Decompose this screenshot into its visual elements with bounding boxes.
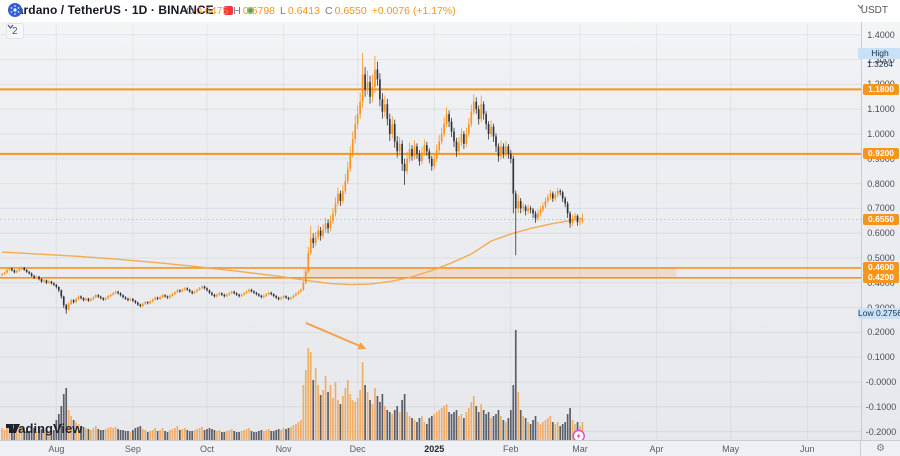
gear-icon[interactable]: ⚙ — [876, 443, 885, 454]
low-price-badge: Low 0.2756 — [858, 308, 900, 320]
time-axis-label: Aug — [48, 444, 65, 454]
low-label: L — [280, 5, 286, 17]
time-axis-label: Sep — [124, 444, 141, 454]
price-grid-label: -0.0000 — [865, 377, 897, 387]
time-axis-label: Nov — [275, 444, 292, 454]
current-price-badge[interactable]: 0.6550 — [863, 214, 899, 226]
trend-arrow-drawing[interactable] — [305, 322, 367, 350]
time-axis-label: Oct — [199, 444, 214, 454]
grid — [0, 24, 861, 441]
price-grid-label: -0.2000 — [865, 426, 897, 437]
lightning-icon — [576, 432, 581, 440]
change-value: +0.0076 (+1.17%) — [371, 5, 456, 17]
price-grid-label: 0.1000 — [867, 352, 895, 363]
open-label: O — [186, 5, 195, 17]
cardano-logo-icon — [8, 3, 22, 17]
price-grid-label: 0.2000 — [867, 327, 895, 338]
candlestick-series — [1, 53, 584, 314]
price-grid-label: 1.1000 — [867, 104, 895, 115]
chevron-down-icon — [857, 4, 864, 9]
tradingview-logo-text: TradingView — [6, 421, 83, 436]
tradingview-attribution[interactable]: TradingView — [6, 421, 82, 436]
market-status-icon[interactable] — [223, 5, 233, 15]
chart-header: Cardano / TetherUS · 1D · BINANCE O 0.647… — [0, 0, 900, 22]
price-grid-label: 0.3000 — [862, 303, 900, 313]
price-grid-label: 1.0000 — [867, 129, 895, 139]
time-axis-label: Mar — [572, 444, 588, 454]
data-connection-icon[interactable] — [246, 6, 254, 14]
price-grid-label: 1.3000 — [862, 55, 900, 65]
time-axis[interactable]: Aug Sep Oct Nov Dec 2025 Feb Mar Apr May Jun — [0, 440, 900, 456]
price-grid-label: 0.5000 — [867, 253, 895, 263]
high-value: 0.6798 — [242, 5, 276, 17]
tradingview-logo-icon — [6, 424, 20, 433]
currency-label: USDT — [860, 5, 888, 16]
close-label: C — [324, 5, 333, 17]
chevron-down-icon — [7, 24, 14, 29]
price-level-badge[interactable]: 0.4200 — [863, 272, 899, 284]
high-label: H — [233, 5, 241, 17]
low-value: 0.6413 — [287, 5, 320, 17]
time-axis-label: May — [722, 444, 740, 454]
supply-zone-rect[interactable] — [303, 267, 677, 278]
time-axis-label: 2025 — [424, 444, 445, 454]
close-value: 0.6550 — [334, 5, 367, 17]
ohlc-values: O 0.6475 H 0.6798 L 0.6413 C 0.6550 +0.0076 … — [186, 5, 456, 17]
symbol-title[interactable]: Cardano / TetherUS · 1D · BINANCE — [8, 3, 214, 17]
volume-series — [1, 330, 584, 440]
axis-settings-corner[interactable]: ⚙ — [860, 440, 900, 456]
object-tree-toggle[interactable]: 2 — [6, 23, 24, 39]
price-grid-label: 0.7000 — [867, 203, 895, 214]
price-grid-label: 1.4000 — [867, 29, 895, 40]
time-axis-label: Apr — [649, 444, 664, 454]
time-axis-label: Feb — [503, 444, 519, 454]
time-axis-label: Dec — [349, 444, 366, 454]
drawings-count: 2 — [12, 25, 18, 37]
time-axis-label: Jun — [799, 444, 815, 454]
price-grid-label: 0.6000 — [867, 228, 895, 239]
high-price-badge: High 1.3264 — [858, 47, 900, 69]
moving-average-line[interactable] — [1, 217, 583, 286]
currency-unit-button[interactable]: USDT — [856, 4, 892, 17]
open-value: 0.6475 — [196, 5, 229, 17]
price-level-badge[interactable]: 0.9200 — [863, 148, 899, 160]
price-level-badge[interactable]: 1.1800 — [863, 83, 899, 95]
price-level-badge[interactable]: 0.4600 — [863, 262, 899, 274]
price-axis[interactable]: 1.40001.30001.20001.10001.00000.90000.80… — [858, 0, 900, 441]
price-grid-label: -0.1000 — [865, 401, 897, 412]
symbol-legend[interactable]: Cardano / TetherUS · 1D · BINANCE — [8, 3, 254, 17]
price-grid-label: 0.8000 — [867, 178, 895, 189]
